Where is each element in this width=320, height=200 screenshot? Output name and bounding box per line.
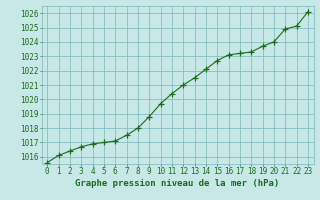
X-axis label: Graphe pression niveau de la mer (hPa): Graphe pression niveau de la mer (hPa) — [76, 179, 280, 188]
